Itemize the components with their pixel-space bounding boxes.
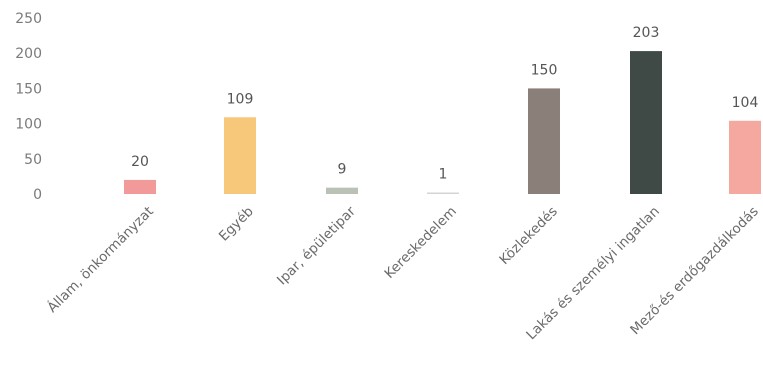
y-tick-label: 50 — [24, 152, 42, 168]
x-tick-label: Kereskedelem — [381, 204, 459, 282]
y-tick-label: 0 — [33, 187, 42, 203]
x-axis-labels: Állam, önkormányzat Egyéb Ipar, épületipar… — [44, 203, 762, 343]
data-label: 9 — [338, 162, 347, 178]
bar — [326, 187, 358, 194]
bar — [729, 120, 761, 194]
data-label: 109 — [227, 91, 254, 107]
x-tick-label: Közlekedés — [496, 204, 560, 268]
y-tick-label: 150 — [15, 81, 42, 97]
bars — [124, 51, 761, 195]
bar — [528, 88, 560, 194]
bar — [124, 179, 156, 194]
bar — [427, 192, 459, 194]
bar — [630, 51, 662, 195]
data-label: 150 — [531, 62, 558, 78]
data-label: 203 — [633, 25, 660, 41]
data-label: 104 — [732, 95, 759, 111]
bar — [224, 117, 256, 194]
y-axis: 0 50 100 150 200 250 — [15, 11, 42, 203]
data-label: 20 — [131, 154, 149, 170]
y-tick-label: 200 — [15, 46, 42, 62]
x-tick-label: Egyéb — [216, 204, 257, 245]
y-tick-label: 250 — [15, 11, 42, 27]
data-label: 1 — [439, 167, 448, 183]
x-tick-label: Ipar, épületipar — [274, 203, 359, 288]
y-tick-label: 100 — [15, 117, 42, 133]
data-labels: 20 109 9 1 150 203 104 — [131, 25, 758, 182]
x-tick-label: Állam, önkormányzat — [44, 203, 157, 316]
